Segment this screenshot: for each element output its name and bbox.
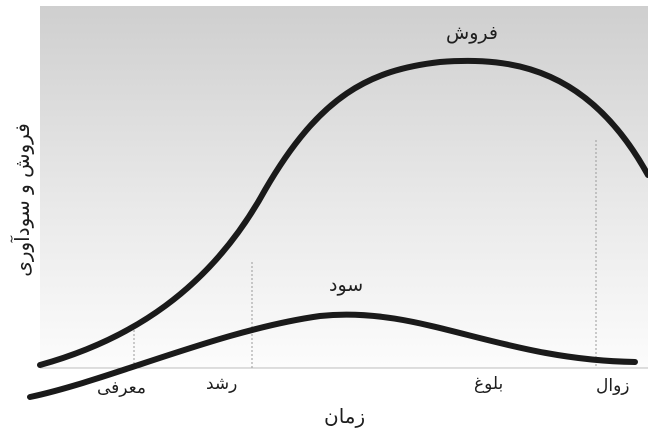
profit-curve: [27, 311, 638, 400]
profit-curve-label: سود: [329, 274, 364, 296]
y-axis-label: فروش و سودآوری: [10, 123, 34, 277]
stage-label-growth: رشد: [206, 374, 238, 394]
stage-label-maturity: بلوغ: [474, 374, 504, 394]
stage-label-decline: زوال: [596, 376, 630, 396]
sales-curve-label: فروش: [446, 22, 498, 44]
x-axis-label: زمان: [324, 404, 366, 428]
sales-curve: [37, 57, 648, 368]
plot-area-background: [40, 6, 648, 368]
stage-label-introduction: معرفی: [97, 378, 146, 398]
